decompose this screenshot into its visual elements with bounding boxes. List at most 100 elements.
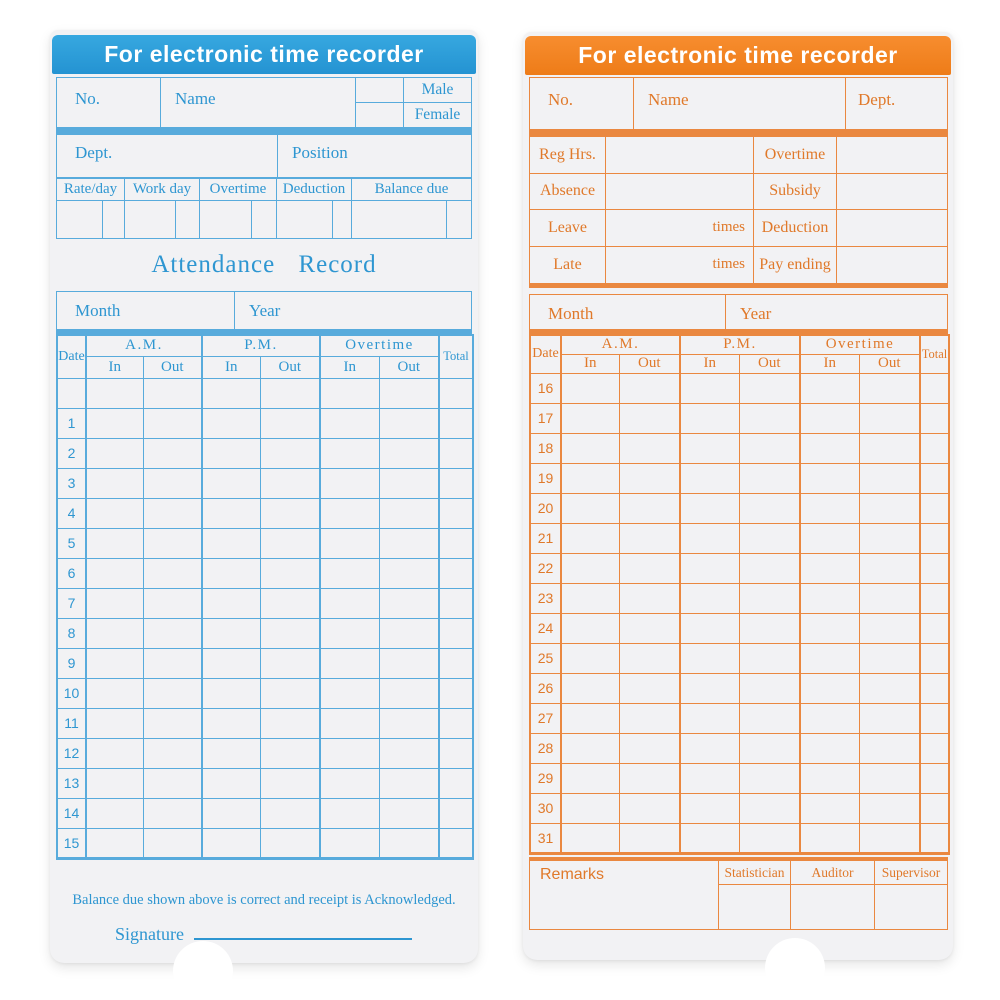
- value-cell: [125, 201, 177, 238]
- am-in-cell: [85, 617, 144, 649]
- ot-out-cell: [378, 797, 440, 829]
- am-out-cell: [142, 797, 203, 829]
- total-cell: [438, 377, 474, 409]
- attendance-row: 13: [56, 767, 474, 799]
- total-cell: [438, 497, 474, 529]
- date-cell: 15: [56, 827, 87, 859]
- attendance-row: 3: [56, 467, 474, 499]
- am-out-cell: [142, 527, 203, 559]
- am-out-cell: [618, 732, 681, 764]
- total-cell: [438, 707, 474, 739]
- am-out-cell: [618, 792, 681, 824]
- ot-in-cell: [799, 552, 860, 584]
- divider-band: [56, 330, 472, 335]
- attendance-row: 12: [56, 737, 474, 769]
- pm-out-cell: [738, 822, 801, 854]
- ot-in-cell: [319, 767, 380, 799]
- overtime-column: Overtime: [200, 179, 277, 238]
- am-in-cell: [560, 432, 620, 464]
- pay-ending-value: [837, 247, 947, 284]
- date-cell: 27: [529, 702, 562, 734]
- column-header: Overtime: [200, 179, 276, 201]
- total-cell: [438, 767, 474, 799]
- ot-out-header: Out: [378, 355, 440, 379]
- pm-in-cell: [201, 557, 261, 589]
- am-out-cell: [618, 492, 681, 524]
- pm-in-cell: [679, 822, 740, 854]
- ot-out-cell: [378, 617, 440, 649]
- ot-in-cell: [799, 792, 860, 824]
- date-cell: 11: [56, 707, 87, 739]
- name-field: Name: [161, 78, 356, 127]
- date-cell: 2: [56, 437, 87, 469]
- date-cell: 10: [56, 677, 87, 709]
- absence-label: Absence: [530, 173, 606, 210]
- ot-in-cell: [799, 822, 860, 854]
- ot-in-cell: [319, 557, 380, 589]
- dept-field: Dept.: [858, 90, 896, 109]
- value-cell: [57, 201, 103, 238]
- time-card-back: For electronic time recorder No. Name De…: [523, 32, 953, 998]
- pm-out-cell: [738, 732, 801, 764]
- ot-out-cell: [858, 822, 921, 854]
- ot-in-cell: [799, 492, 860, 524]
- am-in-cell: [85, 377, 144, 409]
- overtime-group-header: Overtime: [319, 334, 440, 357]
- total-cell: [438, 617, 474, 649]
- am-in-cell: [85, 797, 144, 829]
- date-cell: 14: [56, 797, 87, 829]
- back-header-bar: For electronic time recorder: [525, 36, 951, 75]
- attendance-row: 5: [56, 527, 474, 559]
- am-in-cell: [85, 677, 144, 709]
- am-out-cell: [618, 672, 681, 704]
- supervisor-label: Supervisor: [875, 861, 947, 885]
- divider-band: [529, 330, 948, 334]
- date-cell: 21: [529, 522, 562, 554]
- am-group-header: A.M.: [559, 334, 681, 355]
- date-cell: 30: [529, 792, 562, 824]
- am-in-cell: [560, 372, 620, 404]
- year-field: Year: [249, 301, 281, 320]
- attendance-row: 11: [56, 707, 474, 739]
- date-cell: 19: [529, 462, 562, 494]
- pm-out-cell: [738, 552, 801, 584]
- ot-out-cell: [378, 377, 440, 409]
- am-in-cell: [560, 552, 620, 584]
- ot-in-cell: [799, 462, 860, 494]
- am-out-cell: [142, 767, 203, 799]
- pm-in-cell: [201, 377, 261, 409]
- am-out-cell: [142, 497, 203, 529]
- total-cell: [919, 702, 950, 734]
- date-column-header: Date: [529, 334, 562, 374]
- attendance-row: 16: [529, 372, 950, 404]
- attendance-row: 28: [529, 732, 950, 764]
- total-cell: [438, 437, 474, 469]
- ot-in-cell: [799, 612, 860, 644]
- statistician-label: Statistician: [719, 861, 790, 885]
- am-in-cell: [560, 732, 620, 764]
- pm-out-cell: [259, 707, 321, 739]
- ot-out-cell: [378, 827, 440, 859]
- total-cell: [438, 557, 474, 589]
- ot-out-cell: [378, 767, 440, 799]
- pm-out-cell: [738, 702, 801, 734]
- pm-out-cell: [738, 792, 801, 824]
- gender-checkbox-cell: [356, 102, 404, 127]
- ot-in-cell: [319, 377, 380, 409]
- pm-out-cell: [738, 642, 801, 674]
- pm-in-cell: [679, 672, 740, 704]
- rate-day-column: Rate/day: [57, 179, 125, 238]
- late-times: times: [606, 246, 754, 283]
- date-cell: 17: [529, 402, 562, 434]
- date-cell: 1: [56, 407, 87, 439]
- pm-out-cell: [259, 557, 321, 589]
- ot-out-cell: [858, 552, 921, 584]
- balance-due-column: Balance due: [352, 179, 471, 238]
- ot-in-cell: [799, 672, 860, 704]
- pm-out-cell: [738, 672, 801, 704]
- total-cell: [438, 407, 474, 439]
- attendance-row: 4: [56, 497, 474, 529]
- pm-out-cell: [259, 377, 321, 409]
- value-cell: [352, 201, 448, 238]
